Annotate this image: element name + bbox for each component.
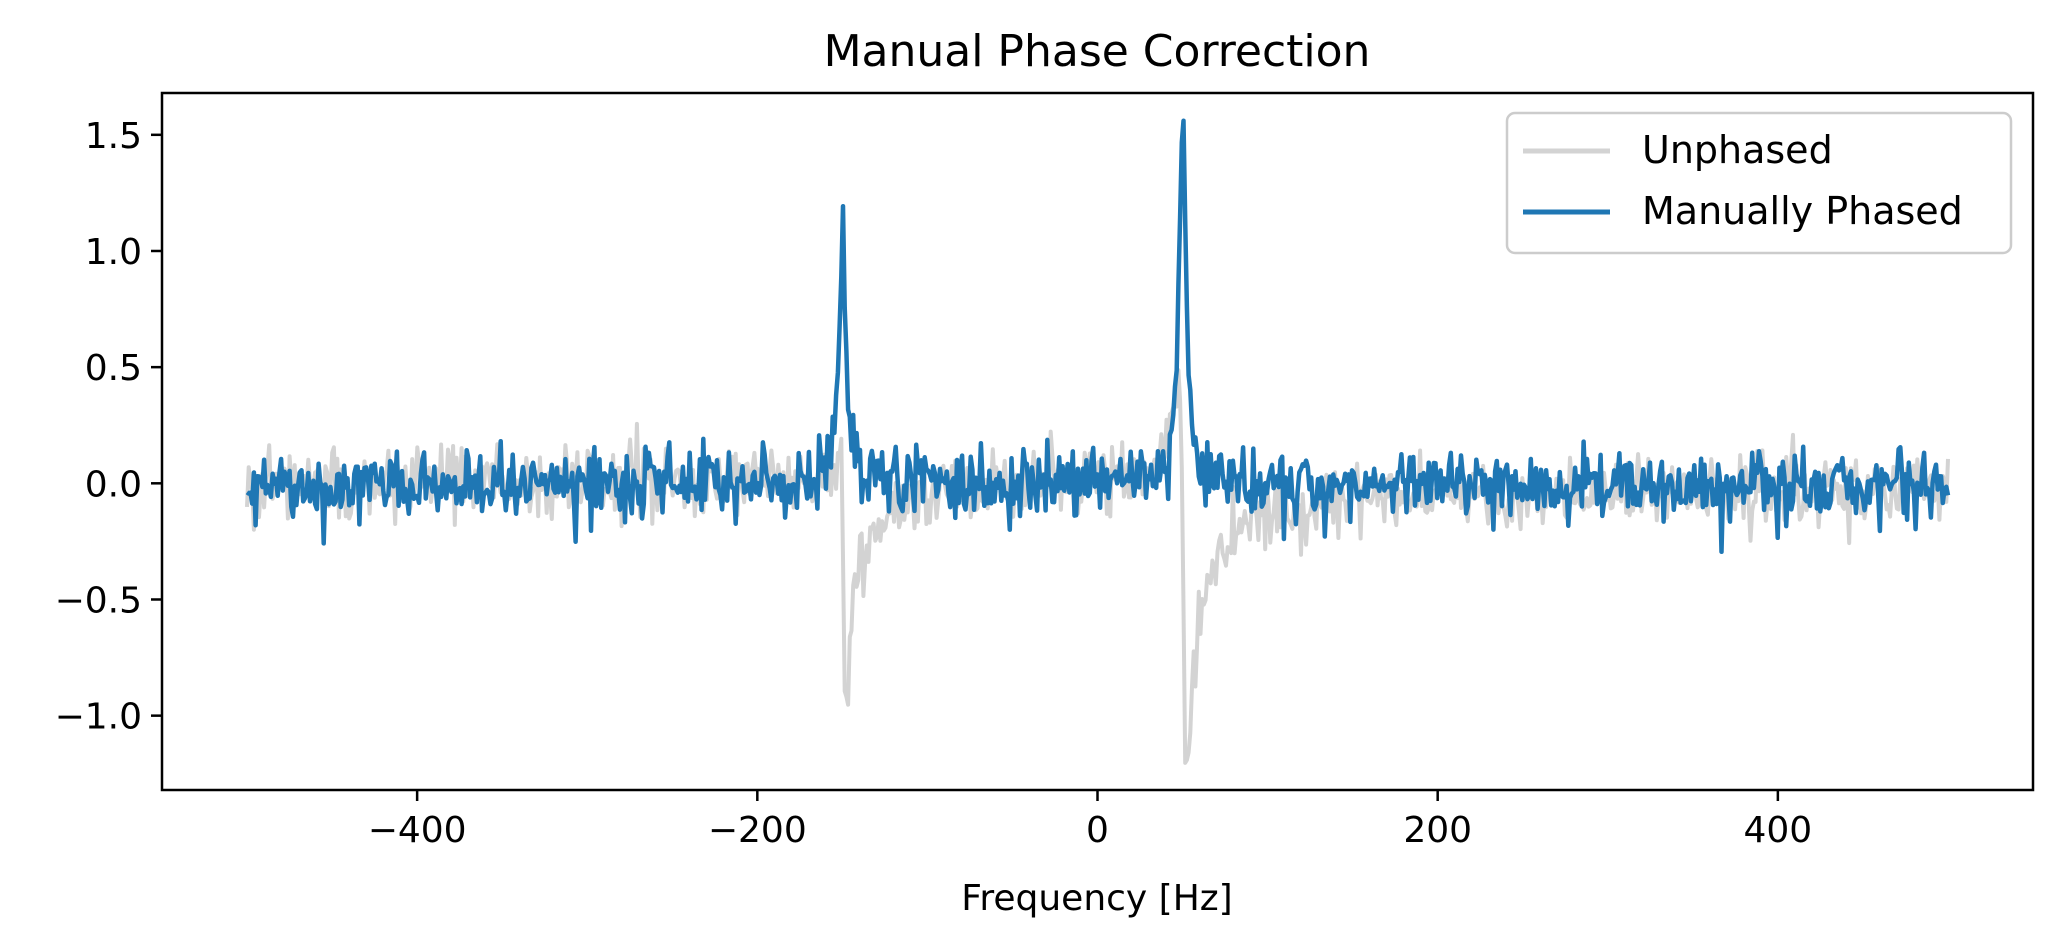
y-axis: −1.0 −0.5 0.0 0.5 1.0 1.5 xyxy=(55,116,162,738)
y-tick-label: 1.5 xyxy=(85,116,142,157)
series-line-unphased xyxy=(245,368,1950,765)
x-axis-label: Frequency [Hz] xyxy=(961,878,1232,919)
legend: Unphased Manually Phased xyxy=(1505,111,2013,255)
chart-title: Manual Phase Correction xyxy=(824,26,1371,77)
x-tick-label: 200 xyxy=(1403,810,1472,851)
series-line-manually-phased xyxy=(245,118,1951,555)
x-tick-label: 400 xyxy=(1744,810,1813,851)
y-tick-label: −0.5 xyxy=(55,580,142,621)
legend-label-unphased: Unphased xyxy=(1642,128,1833,172)
y-tick-label: 0.0 xyxy=(85,464,142,505)
x-tick-label: 0 xyxy=(1086,810,1109,851)
legend-box xyxy=(1505,111,2013,255)
x-tick-label: −200 xyxy=(708,810,807,851)
y-tick-label: 1.0 xyxy=(85,232,142,273)
y-tick-label: −1.0 xyxy=(55,697,142,738)
x-axis: −400 −200 0 200 400 xyxy=(368,790,1813,851)
x-tick-label: −400 xyxy=(368,810,467,851)
y-tick-label: 0.5 xyxy=(85,348,142,389)
legend-label-manually-phased: Manually Phased xyxy=(1642,189,1963,233)
